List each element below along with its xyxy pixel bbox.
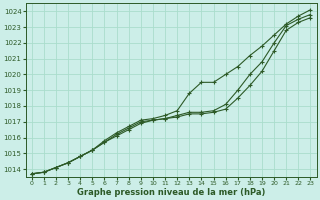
X-axis label: Graphe pression niveau de la mer (hPa): Graphe pression niveau de la mer (hPa) — [77, 188, 265, 197]
